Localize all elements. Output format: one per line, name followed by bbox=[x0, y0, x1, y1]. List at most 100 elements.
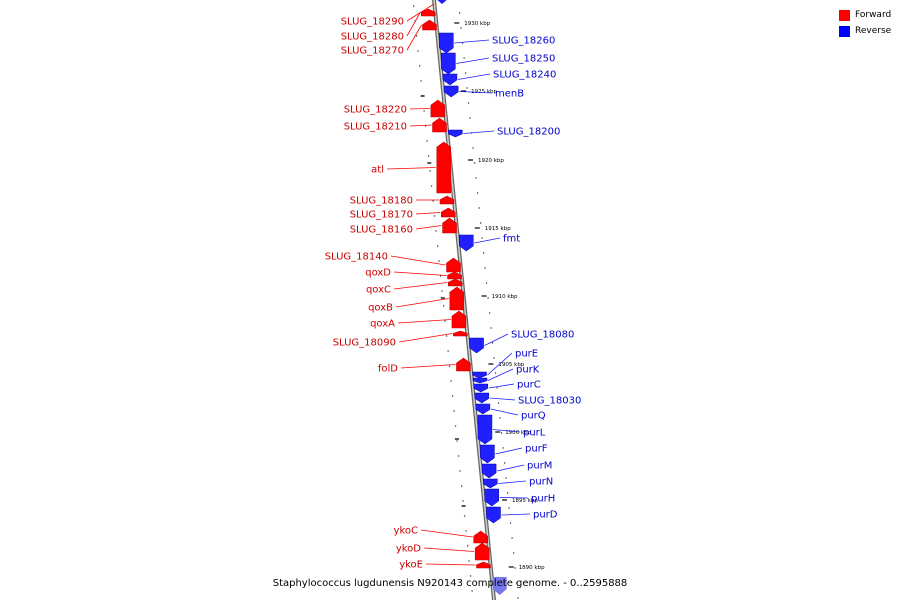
gene-purK-feature[interactable] bbox=[472, 377, 488, 384]
gene-qoxA-leader bbox=[397, 319, 451, 324]
gene-atl-leader bbox=[386, 167, 436, 170]
gene-purF-label[interactable]: purF bbox=[525, 444, 548, 455]
gene-SLUG_18030-feature[interactable] bbox=[474, 392, 490, 404]
gene-purD-label[interactable]: purD bbox=[533, 510, 558, 521]
gene-ykoD-label[interactable]: ykoD bbox=[396, 544, 421, 555]
gene-qoxC-feature[interactable] bbox=[448, 278, 463, 287]
gene-fmt-label[interactable]: fmt bbox=[503, 234, 520, 245]
gene-SLUG_18180-feature[interactable] bbox=[439, 195, 455, 205]
gene-SLUG_18270-feature[interactable] bbox=[422, 19, 437, 31]
gene-ykoD-feature[interactable] bbox=[474, 542, 490, 561]
gene-SLUG_18250-feature[interactable] bbox=[441, 52, 456, 75]
guide-dot bbox=[439, 275, 442, 277]
gene-qoxB-label[interactable]: qoxB bbox=[368, 303, 393, 314]
gene-SLUG_18210-label[interactable]: SLUG_18210 bbox=[344, 122, 407, 133]
legend-swatch-forward bbox=[839, 10, 850, 21]
gene-purL-feature[interactable] bbox=[477, 414, 493, 445]
guide-dot bbox=[426, 140, 428, 142]
gene-purH-label[interactable]: purH bbox=[531, 494, 555, 505]
gene-purE-feature[interactable] bbox=[472, 371, 487, 379]
guide-dot bbox=[485, 282, 488, 284]
gene-purN-label[interactable]: purN bbox=[529, 477, 553, 488]
gene-purD-leader bbox=[501, 513, 531, 516]
gene-SLUG_18160-label[interactable]: SLUG_18160 bbox=[350, 225, 413, 236]
guide-dot bbox=[432, 200, 434, 202]
gene-folD-label[interactable]: folD bbox=[378, 364, 398, 375]
gene-fmt-leader bbox=[474, 237, 501, 244]
gene-SLUG_18260-label[interactable]: SLUG_18260 bbox=[492, 36, 555, 47]
guide-dot bbox=[459, 470, 461, 472]
gene-SLUG_18220-feature[interactable] bbox=[430, 99, 446, 118]
gene-SLUG_18250-label[interactable]: SLUG_18250 bbox=[492, 54, 555, 65]
gene-purE-label[interactable]: purE bbox=[515, 349, 538, 360]
gene-qoxA-feature[interactable] bbox=[451, 310, 467, 329]
gene-SLUG_18090-label[interactable]: SLUG_18090 bbox=[333, 338, 396, 349]
gene-SLUG_18170-feature[interactable] bbox=[441, 207, 456, 218]
gene-ykoC-label[interactable]: ykoC bbox=[394, 526, 418, 537]
gene-purM-feature[interactable] bbox=[481, 463, 497, 479]
gene-SLUG_18170-label[interactable]: SLUG_18170 bbox=[350, 210, 413, 221]
gene-SLUG_18280-feature[interactable] bbox=[421, 8, 436, 17]
guide-dot bbox=[464, 72, 467, 74]
gene-qoxB-feature[interactable] bbox=[449, 286, 465, 311]
gene-ykoC-feature[interactable] bbox=[473, 530, 488, 544]
gene-purF-feature[interactable] bbox=[480, 444, 495, 464]
gene-SLUG_18080-label[interactable]: SLUG_18080 bbox=[511, 330, 574, 341]
gene-SLUG_18260-feature[interactable] bbox=[439, 32, 454, 54]
gene-purH-feature[interactable] bbox=[484, 488, 499, 507]
gene-SLUG_18180-label[interactable]: SLUG_18180 bbox=[350, 196, 413, 207]
gene-fmt-feature[interactable] bbox=[459, 234, 474, 252]
gene-purC-feature[interactable] bbox=[473, 383, 489, 393]
guide-dot bbox=[438, 260, 440, 262]
gene-purC-label[interactable]: purC bbox=[517, 380, 541, 391]
guide-dot bbox=[462, 500, 464, 502]
gene-purK-leader bbox=[487, 368, 514, 381]
guide-dot bbox=[454, 425, 457, 427]
gene-qoxC-label[interactable]: qoxC bbox=[366, 285, 391, 296]
guide-dot bbox=[418, 65, 421, 67]
guide-dot bbox=[451, 395, 454, 397]
gene-SLUG_18030-label[interactable]: SLUG_18030 bbox=[518, 396, 581, 407]
gene-SLUG_18090-feature[interactable] bbox=[453, 330, 468, 337]
gene-qoxD-feature[interactable] bbox=[447, 271, 462, 280]
gene-qoxA-label[interactable]: qoxA bbox=[370, 319, 395, 330]
guide-dot bbox=[505, 477, 507, 479]
gene-purQ-leader bbox=[490, 408, 519, 416]
guide-dot bbox=[490, 327, 492, 329]
gene-SLUG_18160-feature[interactable] bbox=[442, 217, 457, 234]
gene-menB-label[interactable]: menB bbox=[495, 89, 524, 100]
gene-purK-label[interactable]: purK bbox=[516, 365, 540, 376]
guide-dot bbox=[444, 320, 446, 322]
guide-dot bbox=[415, 35, 418, 37]
label-leader-lines bbox=[386, 3, 531, 566]
gene-menB-feature[interactable] bbox=[443, 85, 459, 98]
gene-purN-feature[interactable] bbox=[483, 478, 498, 489]
gene-purC-leader bbox=[488, 383, 515, 389]
gene-SLUG_18220-label[interactable]: SLUG_18220 bbox=[344, 105, 407, 116]
gene-purM-label[interactable]: purM bbox=[527, 461, 552, 472]
gene-ykoE-feature[interactable] bbox=[476, 561, 491, 569]
gene-SLUG_18290-label[interactable]: SLUG_18290 bbox=[341, 17, 404, 28]
gene-atl-label[interactable]: atl bbox=[371, 165, 384, 176]
gene-SLUG_18140-label[interactable]: SLUG_18140 bbox=[325, 252, 388, 263]
gene-SLUG_18200-feature[interactable] bbox=[448, 129, 463, 138]
gene-SLUG_18240-label[interactable]: SLUG_18240 bbox=[493, 70, 556, 81]
gene-SLUG_18200-label[interactable]: SLUG_18200 bbox=[497, 127, 560, 138]
gene-SLUG_18270-label[interactable]: SLUG_18270 bbox=[341, 46, 404, 57]
gene-purD-feature[interactable] bbox=[486, 506, 501, 524]
gene-SLUG_18140-feature[interactable] bbox=[446, 257, 461, 273]
gene-qoxD-label[interactable]: qoxD bbox=[365, 268, 391, 279]
guide-dot bbox=[442, 305, 445, 307]
gene-SLUG_18210-feature[interactable] bbox=[432, 117, 447, 133]
gene-SLUG_18280-label[interactable]: SLUG_18280 bbox=[341, 32, 404, 43]
guide-dot bbox=[509, 522, 512, 524]
gene-purQ-label[interactable]: purQ bbox=[521, 411, 546, 422]
gene-purL-label[interactable]: purL bbox=[523, 428, 546, 439]
gene-purQ-feature[interactable] bbox=[475, 403, 491, 415]
gene-ykoE-label[interactable]: ykoE bbox=[399, 560, 423, 571]
gene-SLUG_18080-feature[interactable] bbox=[469, 337, 484, 354]
gene-SLUG_18240-feature[interactable] bbox=[442, 73, 458, 86]
guide-dot bbox=[427, 155, 430, 157]
gene-folD-feature[interactable] bbox=[456, 357, 471, 372]
gene-atl-feature[interactable] bbox=[436, 141, 451, 194]
